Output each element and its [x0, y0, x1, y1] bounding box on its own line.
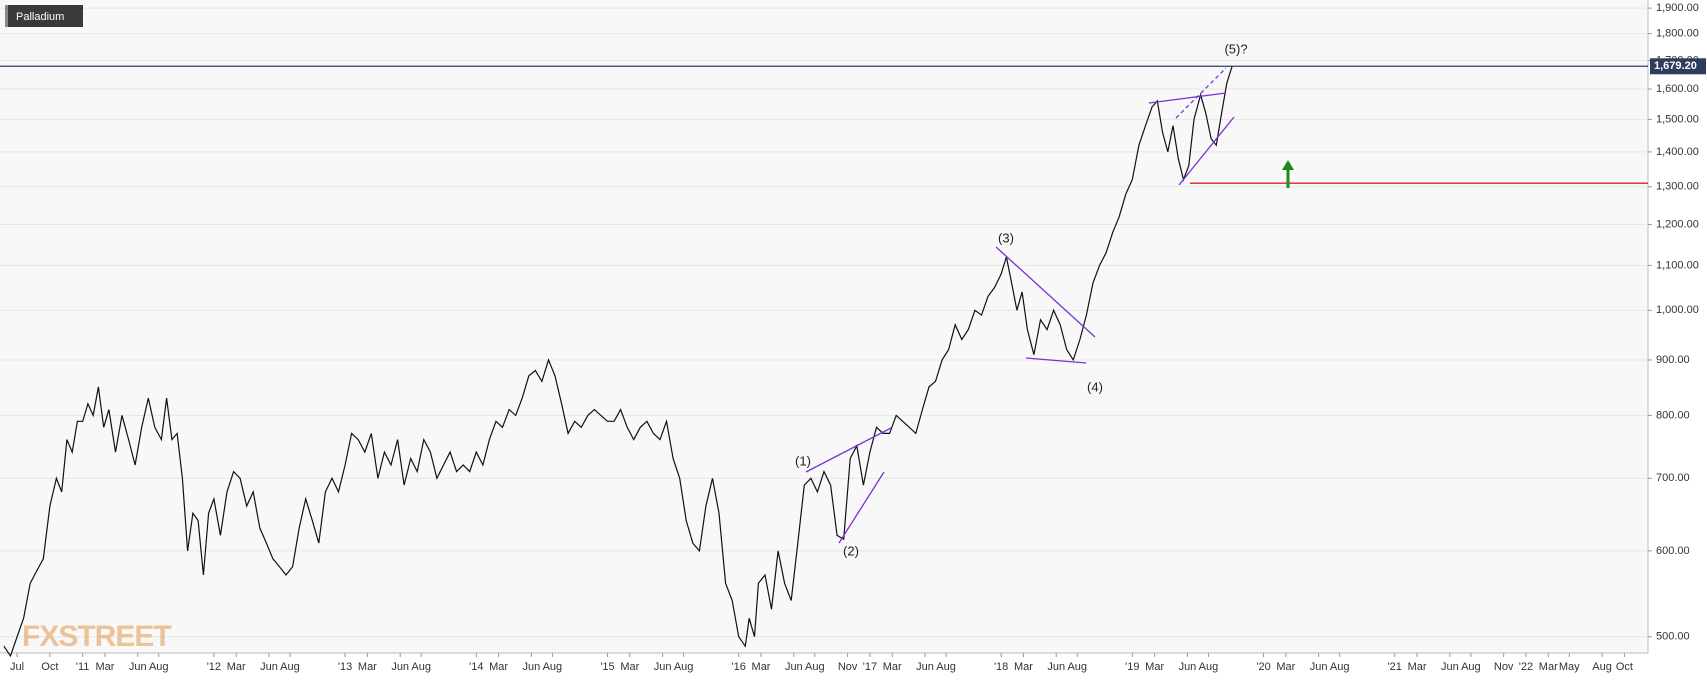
- x-tick-label: '12: [207, 661, 221, 673]
- x-tick-label: Mar: [1145, 661, 1164, 673]
- x-tick-label: Jul: [10, 661, 24, 673]
- x-tick-label: Aug: [543, 661, 563, 673]
- x-tick-label: '15: [600, 661, 614, 673]
- x-tick-label: Jun: [785, 661, 803, 673]
- x-tick-label: Aug: [805, 661, 825, 673]
- x-tick-label: Aug: [1461, 661, 1481, 673]
- instrument-name: Palladium: [16, 11, 64, 23]
- x-tick-label: Aug: [1592, 661, 1612, 673]
- x-tick-label: Jun: [129, 661, 147, 673]
- x-tick-label: Aug: [411, 661, 431, 673]
- x-tick-label: Jun: [1179, 661, 1197, 673]
- y-tick-label: 900.00: [1656, 354, 1690, 366]
- x-tick-label: Jun: [1047, 661, 1065, 673]
- x-tick-label: Aug: [280, 661, 300, 673]
- x-tick-label: '11: [76, 661, 90, 673]
- arrow: [1282, 160, 1294, 188]
- x-tick-label: Aug: [1199, 661, 1219, 673]
- drawings: [805, 67, 1235, 544]
- y-tick-label: 1,800.00: [1656, 27, 1699, 39]
- grid: [0, 7, 1648, 638]
- x-tick-label: Aug: [1330, 661, 1350, 673]
- x-tick-label: Mar: [358, 661, 377, 673]
- x-tick-label: '20: [1256, 661, 1270, 673]
- trend-line-dashed: [1175, 67, 1227, 119]
- y-tick-label: 1,900.00: [1656, 2, 1699, 14]
- x-tick-label: Aug: [1067, 661, 1087, 673]
- x-tick-label: '16: [732, 661, 746, 673]
- x-tick-label: Nov: [1494, 661, 1514, 673]
- x-tick-label: '19: [1125, 661, 1139, 673]
- wave-label: (4): [1087, 379, 1103, 394]
- x-tick-label: Mar: [1539, 661, 1558, 673]
- x-tick-label: Jun: [1441, 661, 1459, 673]
- y-tick-label: 1,600.00: [1656, 83, 1699, 95]
- x-tick-label: '22: [1519, 661, 1533, 673]
- x-tick-label: May: [1559, 661, 1580, 673]
- trend-line: [838, 471, 885, 544]
- y-tick-label: 600.00: [1656, 545, 1690, 557]
- last-price-label: 1,679.20: [1654, 60, 1697, 72]
- trend-line: [1148, 92, 1227, 104]
- x-tick-label: Jun: [391, 661, 409, 673]
- y-tick-label: 1,000.00: [1656, 304, 1699, 316]
- watermark: FXSTREET: [22, 620, 171, 653]
- x-tick-label: Mar: [883, 661, 902, 673]
- y-tick-label: 1,400.00: [1656, 146, 1699, 158]
- x-tick-label: Mar: [489, 661, 508, 673]
- x-tick-label: Jun: [523, 661, 541, 673]
- y-tick-label: 500.00: [1656, 631, 1690, 643]
- wave-label: (5)?: [1224, 41, 1247, 56]
- y-tick-label: 800.00: [1656, 409, 1690, 421]
- x-tick-label: Mar: [752, 661, 771, 673]
- x-tick-label: '18: [994, 661, 1008, 673]
- wave-label: (3): [998, 230, 1014, 245]
- x-tick-label: Aug: [149, 661, 169, 673]
- price-line: [3, 66, 1233, 658]
- instrument-badge: [5, 5, 83, 27]
- y-tick-label: 700.00: [1656, 472, 1690, 484]
- x-tick-label: Oct: [41, 661, 58, 673]
- y-tick-label: 1,200.00: [1656, 218, 1699, 230]
- trend-line: [1025, 357, 1087, 364]
- x-tick-label: Mar: [227, 661, 246, 673]
- x-tick-label: Mar: [620, 661, 639, 673]
- arrow-head: [1282, 160, 1294, 170]
- x-tick-label: Jun: [654, 661, 672, 673]
- x-tick-label: Nov: [838, 661, 858, 673]
- instrument-badge-edge: [5, 5, 8, 27]
- plot-background: [0, 0, 1648, 653]
- wave-label: (2): [843, 543, 859, 558]
- y-tick-label: 1,100.00: [1656, 259, 1699, 271]
- y-tick-label: 1,300.00: [1656, 181, 1699, 193]
- wave-label: (1): [795, 453, 811, 468]
- last-price-box: [1650, 58, 1706, 75]
- x-tick-label: Jun: [916, 661, 934, 673]
- trend-line: [1178, 116, 1235, 186]
- trend-line: [995, 246, 1096, 338]
- x-tick-label: Jun: [1310, 661, 1328, 673]
- marks: [3, 66, 1648, 658]
- x-tick-label: '13: [338, 661, 352, 673]
- x-tick-label: Mar: [1276, 661, 1295, 673]
- x-tick-label: '14: [469, 661, 483, 673]
- x-tick-label: Mar: [1014, 661, 1033, 673]
- x-tick-label: Oct: [1616, 661, 1633, 673]
- y-tick-label: 1,500.00: [1656, 113, 1699, 125]
- trend-line: [805, 427, 892, 473]
- x-tick-label: Mar: [95, 661, 114, 673]
- x-tick-label: Mar: [1408, 661, 1427, 673]
- x-tick-label: Aug: [936, 661, 956, 673]
- x-tick-label: Jun: [260, 661, 278, 673]
- x-tick-label: Aug: [674, 661, 694, 673]
- x-tick-label: '21: [1388, 661, 1402, 673]
- x-tick-label: '17: [863, 661, 877, 673]
